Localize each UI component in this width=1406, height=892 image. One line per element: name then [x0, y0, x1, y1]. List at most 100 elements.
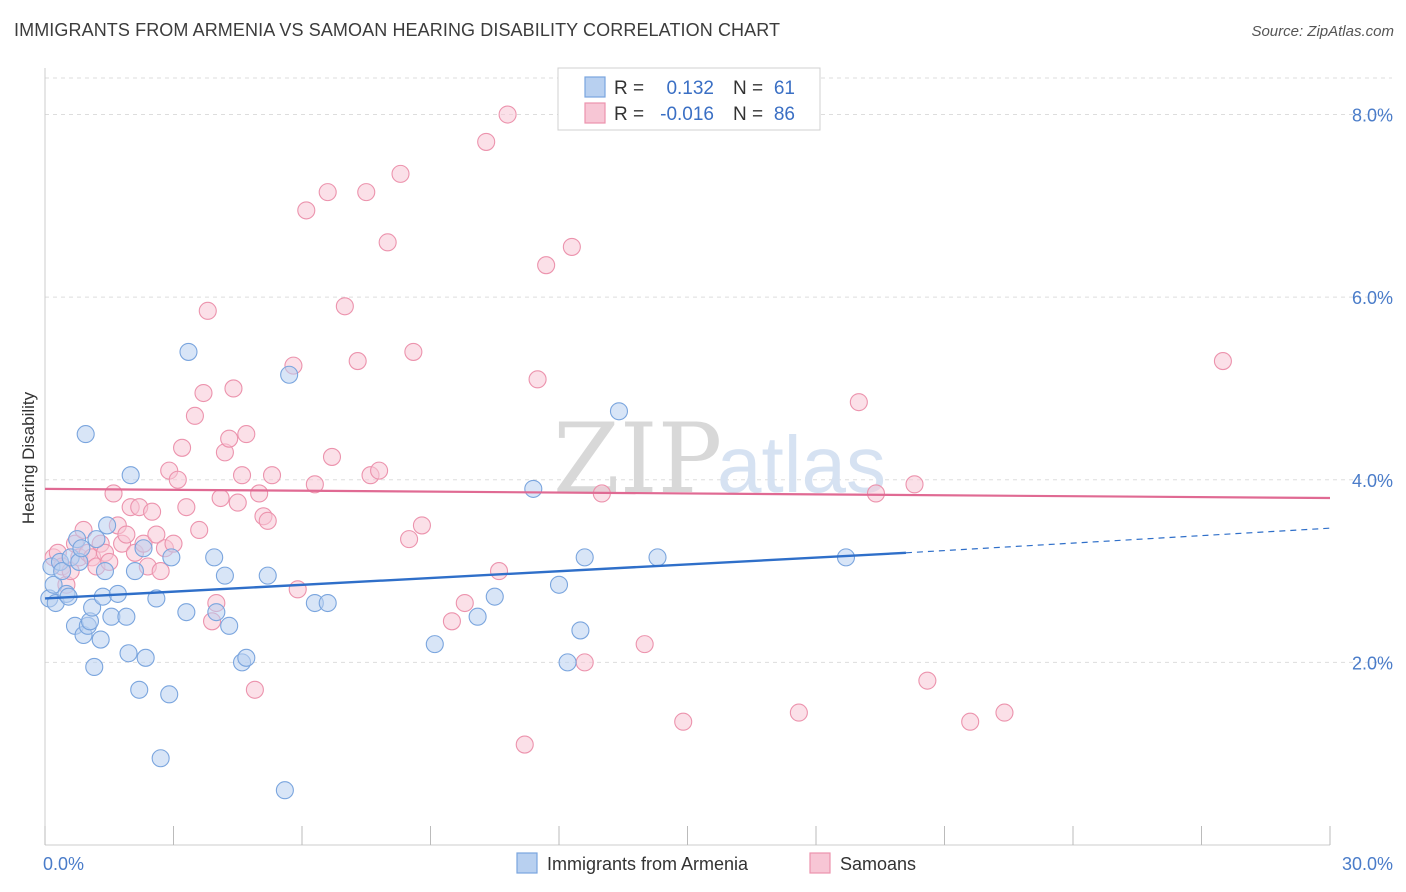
samoans-point [232, 466, 252, 485]
armenia-point [72, 539, 91, 558]
armenia-point [425, 635, 444, 654]
armenia-point [575, 548, 594, 567]
armenia-point [147, 589, 166, 608]
samoans-point [455, 593, 474, 613]
armenia-point [468, 607, 487, 626]
samoans-point [562, 237, 581, 256]
samoans-point [995, 703, 1014, 722]
samoans-point [1213, 352, 1232, 371]
samoans-point [357, 183, 376, 202]
samoans-point [318, 183, 337, 202]
armenia-point [280, 365, 299, 384]
samoans-point [297, 201, 316, 220]
stats-legend: R = 0.132 N = 61 R = -0.016 N = 86 [557, 67, 821, 131]
armenia-point [95, 562, 115, 581]
y-tick-label: 4.0% [1352, 471, 1393, 491]
legend-r-value: 0.132 [666, 78, 714, 99]
samoans-point [258, 511, 277, 530]
samoans-point [674, 712, 693, 731]
source-label: Source: ZipAtlas.com [1251, 23, 1394, 40]
samoans-point [288, 580, 307, 599]
legend-swatch-armenia [584, 76, 606, 98]
samoans-point [237, 425, 256, 444]
armenia-point [258, 566, 277, 585]
samoans-point [147, 525, 166, 544]
samoans-point [391, 164, 410, 183]
armenia-point [136, 648, 155, 667]
samoans-point [918, 671, 937, 690]
samoans-point [245, 680, 264, 699]
armenia-point [524, 479, 543, 498]
samoans-point [228, 493, 247, 512]
armenia-point [318, 593, 337, 613]
armenia-point [275, 781, 294, 800]
grid-lines [45, 77, 1392, 663]
legend-r-label: R = [614, 104, 644, 125]
samoans-point [177, 498, 196, 517]
armenia-point [215, 566, 234, 585]
y-tick-label: 6.0% [1352, 288, 1393, 308]
armenia-point [87, 530, 106, 549]
armenia-point [121, 466, 140, 485]
armenia-points [40, 342, 856, 800]
samoans-point [250, 484, 269, 503]
samoans-point [224, 379, 243, 398]
samoans-point [575, 653, 594, 672]
samoans-point [635, 635, 654, 654]
samoans-point [866, 484, 886, 503]
samoans-point [322, 447, 342, 466]
series-legend: Immigrants from Armenia Samoans [516, 852, 916, 874]
samoans-point [442, 612, 461, 631]
samoans-point [537, 256, 556, 275]
armenia-point [571, 621, 590, 640]
samoans-point [477, 132, 496, 151]
x-tick-label-min: 0.0% [43, 854, 84, 874]
samoans-point [211, 488, 230, 508]
legend-swatch-samoans [584, 102, 606, 124]
y-tick-label: 8.0% [1352, 106, 1393, 126]
legend-n-label: N = [733, 78, 763, 99]
armenia-point [177, 603, 196, 622]
armenia-point [119, 644, 138, 663]
legend-n-value: 61 [774, 78, 795, 99]
armenia-point [549, 575, 569, 594]
armenia-trend-extension [905, 527, 1331, 554]
samoans-point [117, 525, 136, 544]
samoans-point [348, 352, 367, 371]
samoans-point [789, 703, 808, 722]
samoans-point [515, 735, 534, 754]
samoans-point [185, 406, 204, 425]
armenia-point [220, 616, 239, 635]
legend-swatch-samoans-bottom [809, 852, 831, 874]
legend-n-value: 86 [774, 104, 795, 125]
armenia-point [53, 562, 72, 581]
samoans-point [104, 484, 123, 503]
armenia-point [125, 562, 144, 581]
samoans-point [173, 438, 192, 457]
samoans-point [498, 105, 517, 124]
legend-n-label: N = [733, 104, 763, 125]
armenia-point [609, 402, 629, 421]
chart-title: IMMIGRANTS FROM ARMENIA VS SAMOAN HEARIN… [14, 20, 781, 40]
armenia-point [117, 607, 136, 626]
armenia-point [98, 516, 117, 535]
legend-r-label: R = [614, 78, 644, 99]
samoans-point [489, 562, 509, 581]
samoans-trend-line [44, 487, 1331, 500]
axes [44, 68, 1331, 846]
legend-r-value: -0.016 [660, 104, 714, 125]
armenia-point [83, 598, 102, 617]
samoans-point [143, 502, 162, 521]
samoans-point [378, 233, 397, 252]
armenia-point [160, 685, 179, 704]
samoans-point [335, 297, 354, 316]
armenia-point [237, 648, 256, 667]
armenia-point [205, 548, 224, 567]
armenia-point [179, 342, 198, 361]
y-tick-label: 2.0% [1352, 653, 1393, 673]
samoans-point [220, 429, 239, 448]
samoans-point [198, 301, 217, 320]
samoans-point [412, 516, 431, 535]
watermark-zip: ZIP [553, 403, 722, 515]
